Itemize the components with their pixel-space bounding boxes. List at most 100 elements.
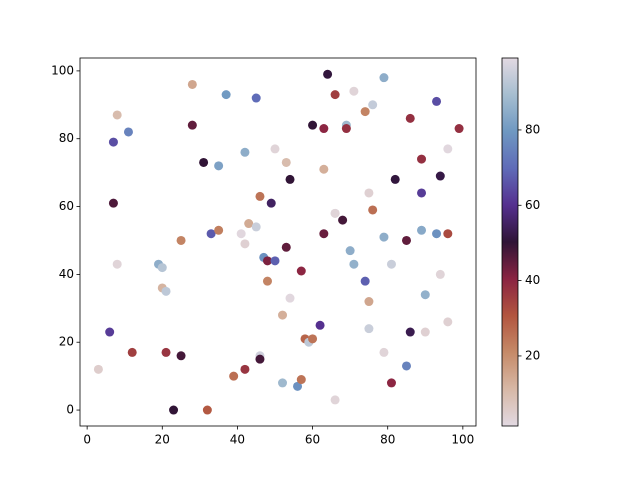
- scatter-point: [251, 93, 261, 103]
- scatter-point: [123, 127, 133, 137]
- scatter-point: [161, 347, 171, 357]
- y-tick-label: 0: [66, 403, 74, 417]
- scatter-point: [161, 286, 171, 296]
- x-tick-label: 0: [83, 433, 91, 447]
- scatter-point: [206, 229, 216, 239]
- y-tick-label: 40: [59, 267, 74, 281]
- colorbar-tick-label: 20: [525, 348, 540, 362]
- scatter-point: [319, 124, 329, 134]
- scatter-point: [278, 378, 288, 388]
- scatter-point: [417, 188, 427, 198]
- scatter-point: [330, 395, 340, 405]
- scatter-point: [349, 259, 359, 269]
- scatter-point: [432, 229, 442, 239]
- x-tick-label: 40: [230, 433, 245, 447]
- scatter-point: [386, 259, 396, 269]
- scatter-point: [278, 310, 288, 320]
- scatter-point: [270, 144, 280, 154]
- scatter-point: [108, 137, 118, 147]
- scatter-point: [345, 246, 355, 256]
- scatter-point: [401, 361, 411, 371]
- scatter-point: [296, 375, 306, 385]
- scatter-point: [417, 154, 427, 164]
- y-tick-label: 20: [59, 335, 74, 349]
- scatter-point: [341, 124, 351, 134]
- scatter-point: [454, 124, 464, 134]
- scatter-point: [240, 147, 250, 157]
- scatter-point: [240, 364, 250, 374]
- scatter-point: [379, 347, 389, 357]
- scatter-point: [281, 157, 291, 167]
- scatter-point: [330, 208, 340, 218]
- scatter-point: [296, 266, 306, 276]
- scatter-point: [401, 235, 411, 245]
- scatter-point: [251, 222, 261, 232]
- scatter-point: [187, 79, 197, 89]
- plot-frame: [79, 57, 477, 427]
- colorbar-tick-label: 60: [525, 198, 540, 212]
- scatter-point: [443, 144, 453, 154]
- scatter-point: [330, 90, 340, 100]
- scatter-point: [157, 263, 167, 273]
- colorbar-frame: [501, 57, 519, 427]
- colorbar: [502, 58, 518, 426]
- scatter-point: [266, 198, 276, 208]
- scatter-point: [108, 198, 118, 208]
- scatter-point: [435, 171, 445, 181]
- scatter-point: [240, 239, 250, 249]
- scatter-point: [432, 96, 442, 106]
- scatter-point: [386, 378, 396, 388]
- scatter-point: [285, 293, 295, 303]
- scatter-point: [255, 354, 265, 364]
- scatter-point: [93, 364, 103, 374]
- x-tick-label: 80: [380, 433, 395, 447]
- scatter-point: [176, 235, 186, 245]
- colorbar-tick-label: 80: [525, 122, 540, 136]
- scatter-point: [420, 290, 430, 300]
- scatter-point: [105, 327, 115, 337]
- scatter-point: [364, 297, 374, 307]
- scatter-point: [262, 276, 272, 286]
- scatter-point: [360, 107, 370, 117]
- scatter-point: [229, 371, 239, 381]
- scatter-point: [417, 225, 427, 235]
- scatter-point: [112, 110, 122, 120]
- scatter-point: [236, 229, 246, 239]
- scatter-point: [323, 69, 333, 79]
- scatter-point: [420, 327, 430, 337]
- scatter-point: [308, 334, 318, 344]
- scatter-point: [285, 174, 295, 184]
- scatter-point: [202, 405, 212, 415]
- scatter-point: [443, 229, 453, 239]
- scatter-point: [308, 120, 318, 130]
- scatter-point: [214, 225, 224, 235]
- scatter-point: [338, 215, 348, 225]
- scatter-point: [368, 100, 378, 110]
- scatter-point: [405, 113, 415, 123]
- scatter-point: [435, 269, 445, 279]
- scatter-point: [112, 259, 122, 269]
- scatter-point: [379, 232, 389, 242]
- y-tick-label: 100: [51, 63, 74, 77]
- scatter-point: [187, 120, 197, 130]
- y-tick-label: 60: [59, 199, 74, 213]
- scatter-point: [319, 229, 329, 239]
- scatter-point: [368, 205, 378, 215]
- scatter-point: [405, 327, 415, 337]
- scatter-point: [255, 191, 265, 201]
- scatter-point: [379, 73, 389, 83]
- scatter-point: [349, 86, 359, 96]
- scatter-point: [364, 188, 374, 198]
- scatter-point: [214, 161, 224, 171]
- scatter-point: [390, 174, 400, 184]
- scatter-point: [270, 256, 280, 266]
- scatter-point: [315, 320, 325, 330]
- scatter-point: [221, 90, 231, 100]
- scatter-point: [360, 276, 370, 286]
- x-tick-label: 100: [451, 433, 474, 447]
- scatter-point: [244, 219, 254, 229]
- y-tick-label: 80: [59, 131, 74, 145]
- scatter-point: [364, 324, 374, 334]
- scatter-point: [262, 256, 272, 266]
- scatter-point: [281, 242, 291, 252]
